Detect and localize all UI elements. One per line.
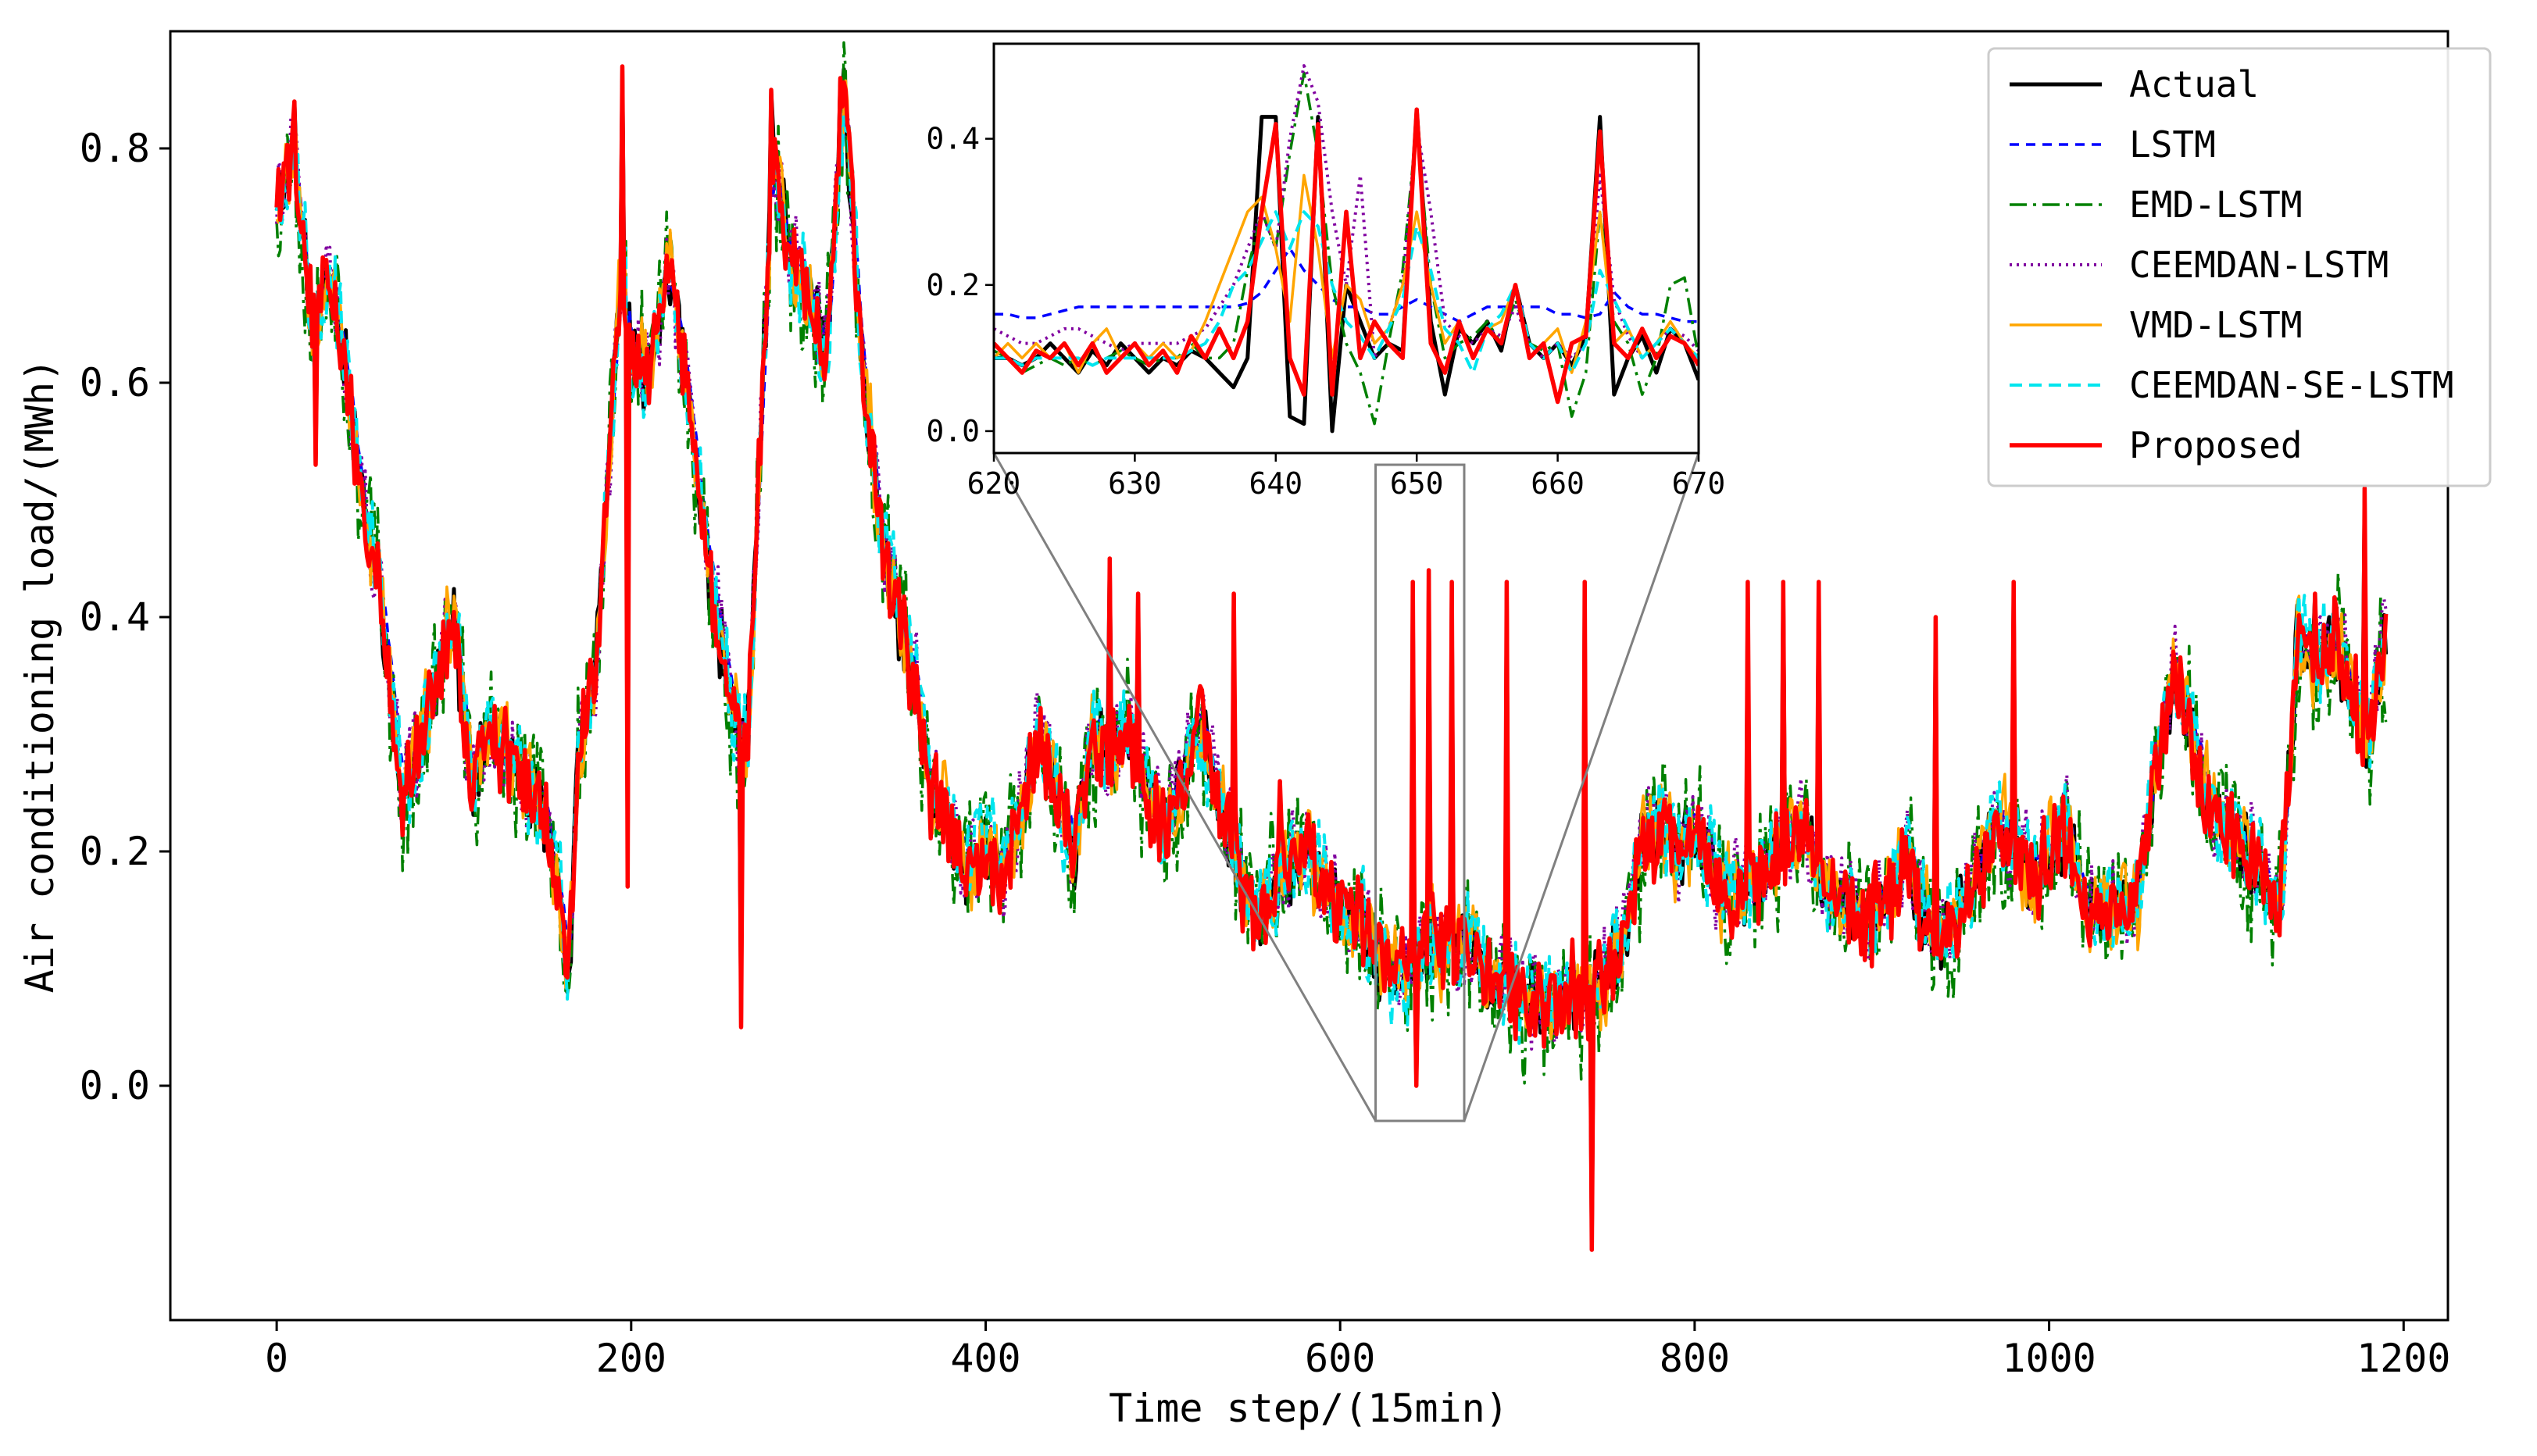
legend-item: VMD-LSTM — [2010, 304, 2303, 346]
zoom-connector-right — [1463, 452, 1700, 1122]
x-tick-label: 1000 — [2002, 1336, 2096, 1381]
inset-frame — [992, 42, 1700, 455]
main-x-ticks: 0 200 400 600 800 1000 1200 — [265, 1320, 2450, 1381]
legend-item: Actual — [2010, 63, 2259, 105]
inset-y-tick-label: 0.4 — [926, 122, 980, 156]
inset-series-emd-lstm — [994, 71, 1699, 426]
inset-x-tick-label: 640 — [1249, 466, 1302, 501]
inset-x-tick-label: 620 — [967, 466, 1021, 501]
legend-item: Proposed — [2010, 424, 2303, 466]
legend-label: CEEMDAN-LSTM — [2129, 244, 2389, 286]
main-y-ticks: 0.0 0.2 0.4 0.6 0.8 — [80, 126, 170, 1108]
x-tick-label: 1200 — [2357, 1336, 2450, 1381]
y-tick-label: 0.8 — [80, 126, 150, 171]
inset-series-ceemdan-lstm — [994, 64, 1699, 360]
main-series-proposed — [274, 64, 2389, 1252]
legend-label: Proposed — [2129, 424, 2303, 466]
y-axis-label: Air conditioning load/(MWh) — [17, 359, 63, 994]
x-tick-label: 200 — [596, 1336, 666, 1381]
x-axis-label: Time step/(15min) — [1109, 1386, 1509, 1431]
legend-label: LSTM — [2129, 123, 2216, 166]
y-tick-label: 0.4 — [80, 594, 150, 640]
x-tick-label: 400 — [950, 1336, 1020, 1381]
inset-y-tick-label: 0.2 — [926, 268, 980, 302]
y-tick-label: 0.6 — [80, 360, 150, 405]
inset-x-ticks: 620 630 640 650 660 670 — [967, 453, 1726, 501]
inset-plot-lines — [994, 64, 1699, 434]
x-tick-label: 0 — [265, 1336, 288, 1381]
inset-x-tick-label: 660 — [1531, 466, 1585, 501]
legend-item: CEEMDAN-SE-LSTM — [2010, 364, 2453, 406]
inset-x-tick-label: 650 — [1390, 466, 1444, 501]
legend: Actual LSTM EMD-LSTM CEEMDAN-LSTM VMD-LSTM CE… — [1987, 47, 2492, 487]
zoom-box — [1374, 463, 1466, 1122]
main-plot-frame — [169, 30, 2449, 1322]
inset-x-tick-label: 630 — [1108, 466, 1162, 501]
legend-item: CEEMDAN-LSTM — [2010, 244, 2389, 286]
legend-label: EMD-LSTM — [2129, 184, 2303, 226]
zoom-indicator — [992, 452, 1700, 1122]
inset-series-lstm — [994, 247, 1699, 323]
legend-label: CEEMDAN-SE-LSTM — [2129, 364, 2453, 406]
x-tick-label: 800 — [1660, 1336, 1730, 1381]
inset-y-ticks: 0.0 0.2 0.4 — [926, 122, 994, 448]
legend-items: Actual LSTM EMD-LSTM CEEMDAN-LSTM VMD-LSTM CE… — [2010, 63, 2453, 466]
y-tick-label: 0.2 — [80, 829, 150, 874]
y-tick-label: 0.0 — [80, 1063, 150, 1108]
legend-label: VMD-LSTM — [2129, 304, 2303, 346]
zoom-connector-left — [992, 452, 1377, 1122]
main-plot-lines — [274, 41, 2389, 1252]
legend-box — [1987, 47, 2492, 487]
inset-x-tick-label: 670 — [1672, 466, 1726, 501]
legend-item: LSTM — [2010, 123, 2216, 166]
legend-label: Actual — [2129, 63, 2259, 105]
x-tick-label: 600 — [1305, 1336, 1375, 1381]
inset-y-tick-label: 0.0 — [926, 414, 980, 448]
inset-series-ceemdan-se-lstm — [994, 210, 1699, 375]
legend-item: EMD-LSTM — [2010, 184, 2303, 226]
inset-series-proposed — [994, 107, 1699, 405]
